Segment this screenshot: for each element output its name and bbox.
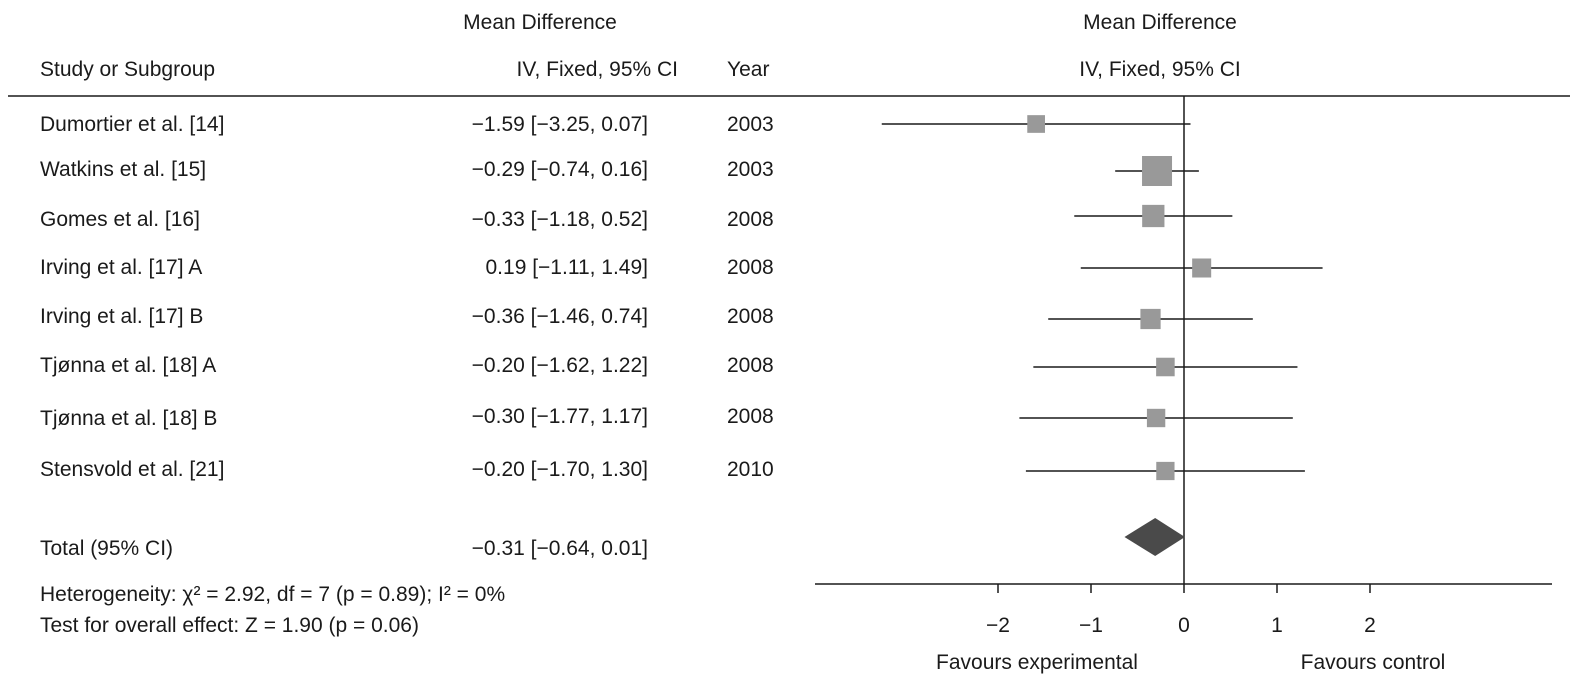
effect-marker bbox=[1146, 408, 1166, 428]
x-tick-label: −1 bbox=[1079, 614, 1103, 637]
total-ci: −0.31 [−0.64, 0.01] bbox=[471, 537, 648, 560]
effect-marker bbox=[1156, 357, 1175, 377]
study-ci: −0.20 [−1.70, 1.30] bbox=[471, 458, 648, 481]
study-ci: −0.30 [−1.77, 1.17] bbox=[471, 405, 648, 428]
study-name: Irving et al. [17] A bbox=[40, 256, 203, 279]
study-year: 2008 bbox=[727, 208, 774, 231]
effect-marker bbox=[1142, 156, 1173, 186]
study-name: Dumortier et al. [14] bbox=[40, 113, 225, 136]
overall-effect-text: Test for overall effect: Z = 1.90 (p = 0… bbox=[40, 614, 419, 637]
total-label: Total (95% CI) bbox=[40, 537, 174, 560]
study-ci: −1.59 [−3.25, 0.07] bbox=[471, 113, 648, 136]
study-name: Irving et al. [17] B bbox=[40, 305, 204, 328]
study-column-header: Study or Subgroup bbox=[40, 58, 216, 81]
study-year: 2008 bbox=[727, 354, 774, 377]
x-tick-label: −2 bbox=[986, 614, 1010, 637]
favours-experimental-label: Favours experimental bbox=[936, 651, 1138, 674]
md-column-header: IV, Fixed, 95% CI bbox=[516, 58, 678, 81]
study-ci: −0.20 [−1.62, 1.22] bbox=[471, 354, 648, 377]
plot-group-header: Mean Difference bbox=[1083, 11, 1237, 34]
study-ci: 0.19 [−1.11, 1.49] bbox=[485, 256, 649, 279]
study-name: Gomes et al. [16] bbox=[40, 208, 200, 231]
effect-marker bbox=[1156, 461, 1175, 481]
study-ci: −0.29 [−0.74, 0.16] bbox=[471, 158, 648, 181]
study-name: Tjønna et al. [18] B bbox=[40, 407, 218, 430]
x-tick-label: 1 bbox=[1271, 614, 1283, 637]
study-name: Tjønna et al. [18] A bbox=[40, 354, 217, 377]
pooled-diamond bbox=[1124, 518, 1185, 556]
effect-marker bbox=[1192, 258, 1212, 278]
x-tick-label: 2 bbox=[1364, 614, 1376, 637]
study-year: 2003 bbox=[727, 158, 774, 181]
effect-marker bbox=[1140, 308, 1161, 330]
study-ci: −0.36 [−1.46, 0.74] bbox=[471, 305, 648, 328]
study-year: 2003 bbox=[727, 113, 774, 136]
study-name: Stensvold et al. [21] bbox=[40, 458, 225, 481]
plot-subheader: IV, Fixed, 95% CI bbox=[1079, 58, 1241, 81]
study-ci: −0.33 [−1.18, 0.52] bbox=[471, 208, 648, 231]
effect-marker bbox=[1027, 115, 1045, 133]
effect-marker bbox=[1142, 204, 1165, 228]
study-year: 2010 bbox=[727, 458, 774, 481]
year-column-header: Year bbox=[727, 58, 770, 81]
heterogeneity-text: Heterogeneity: χ² = 2.92, df = 7 (p = 0.… bbox=[40, 583, 506, 606]
x-tick-label: 0 bbox=[1178, 614, 1190, 637]
study-year: 2008 bbox=[727, 405, 774, 428]
study-year: 2008 bbox=[727, 256, 774, 279]
favours-control-label: Favours control bbox=[1301, 651, 1446, 674]
left-group-header: Mean Difference bbox=[463, 11, 617, 34]
study-name: Watkins et al. [15] bbox=[40, 158, 207, 181]
study-year: 2008 bbox=[727, 305, 774, 328]
